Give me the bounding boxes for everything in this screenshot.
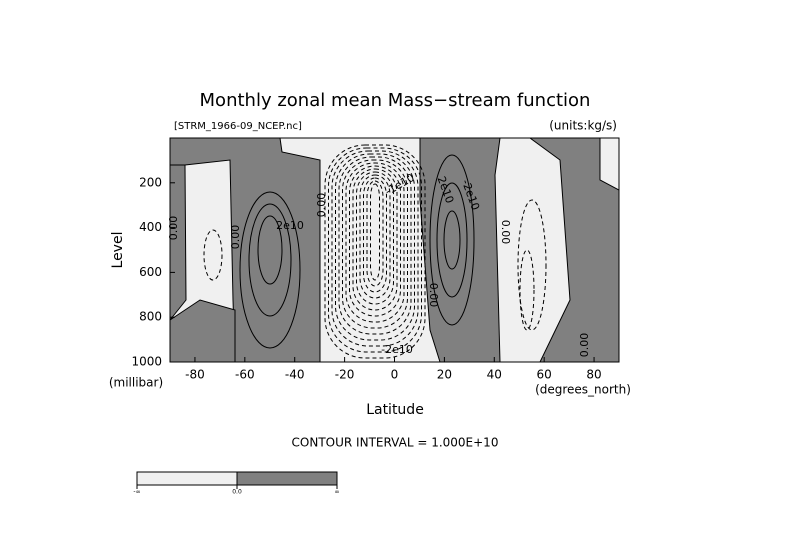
contour-label: 0.00: [315, 193, 328, 218]
contour-label: 0.00: [578, 333, 591, 358]
contour-line: [443, 210, 461, 270]
positive-region: [169, 164, 187, 322]
colorbar-label: ∞: [335, 489, 340, 496]
contour-label: 0.00: [229, 225, 242, 250]
contour-line: [356, 171, 394, 305]
contour-line: [352, 168, 398, 311]
y-tick-label: 200: [139, 175, 162, 189]
y-tick-label: 600: [139, 265, 162, 279]
x-tick-label: -20: [335, 368, 355, 382]
contour-line: [517, 199, 547, 331]
y-tick-label: 800: [139, 310, 162, 324]
units-label: (units:kg/s): [549, 119, 617, 133]
contour-line: [436, 182, 468, 298]
contour-line: [519, 249, 535, 331]
contour-line: [203, 229, 223, 281]
contour-line: [366, 180, 384, 287]
contour-line: [338, 156, 412, 335]
chart-title: Monthly zonal mean Mass−stream function: [200, 90, 591, 111]
contour-line: [349, 165, 401, 317]
x-tick-label: -80: [185, 368, 205, 382]
y-tick-label: 400: [139, 220, 162, 234]
contour-label: 2e10: [276, 219, 304, 232]
x-tick-label: 40: [487, 368, 502, 382]
contour-line: [324, 144, 426, 359]
colorbar-label: -∞: [133, 489, 140, 496]
contour-line: [345, 162, 405, 323]
x-tick-label: 20: [437, 368, 452, 382]
x-tick-label: -60: [235, 368, 255, 382]
y-tick-label: 1000: [131, 355, 162, 369]
contour-line: [359, 174, 391, 299]
x-tick-label: 80: [586, 368, 601, 382]
contour-line: [331, 150, 419, 347]
contour-line: [363, 177, 387, 293]
contour-line: [328, 147, 422, 353]
contour-interval: CONTOUR INTERVAL = 1.000E+10: [292, 436, 499, 450]
contour-line: [335, 153, 415, 341]
contour-line: [429, 154, 475, 326]
x-tick-label: 0: [391, 368, 399, 382]
x-axis-units: (degrees_north): [535, 383, 631, 397]
contour-line: [370, 183, 380, 281]
contour-label: 0.00: [499, 220, 512, 245]
x-tick-label: -40: [285, 368, 305, 382]
contour-label: 0.00: [427, 283, 440, 308]
x-tick-label: 60: [537, 368, 552, 382]
y-axis-title: Level: [110, 232, 126, 269]
file-label: [STRM_1966-09_NCEP.nc]: [174, 121, 302, 132]
y-axis-units: (millibar): [109, 376, 163, 390]
colorbar-positive: [236, 471, 338, 486]
contour-line: [239, 191, 301, 349]
colorbar-label: 0.0: [232, 489, 242, 496]
plot-area: [169, 137, 620, 363]
x-axis-title: Latitude: [366, 402, 424, 418]
contour-line: [248, 203, 292, 317]
contour-line: [342, 159, 408, 329]
contour-line: [257, 215, 283, 285]
colorbar-negative: [136, 471, 238, 486]
contour-label: -2e10: [381, 343, 413, 356]
